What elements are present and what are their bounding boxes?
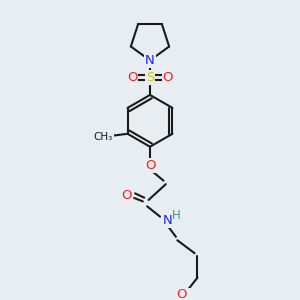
Text: H: H — [172, 209, 181, 222]
Text: S: S — [146, 71, 154, 84]
Text: O: O — [122, 189, 132, 202]
Text: CH₃: CH₃ — [94, 132, 113, 142]
Text: O: O — [176, 288, 187, 300]
Text: O: O — [127, 71, 137, 84]
Text: O: O — [163, 71, 173, 84]
Text: N: N — [145, 54, 155, 67]
Text: N: N — [162, 214, 172, 226]
Text: O: O — [145, 159, 155, 172]
